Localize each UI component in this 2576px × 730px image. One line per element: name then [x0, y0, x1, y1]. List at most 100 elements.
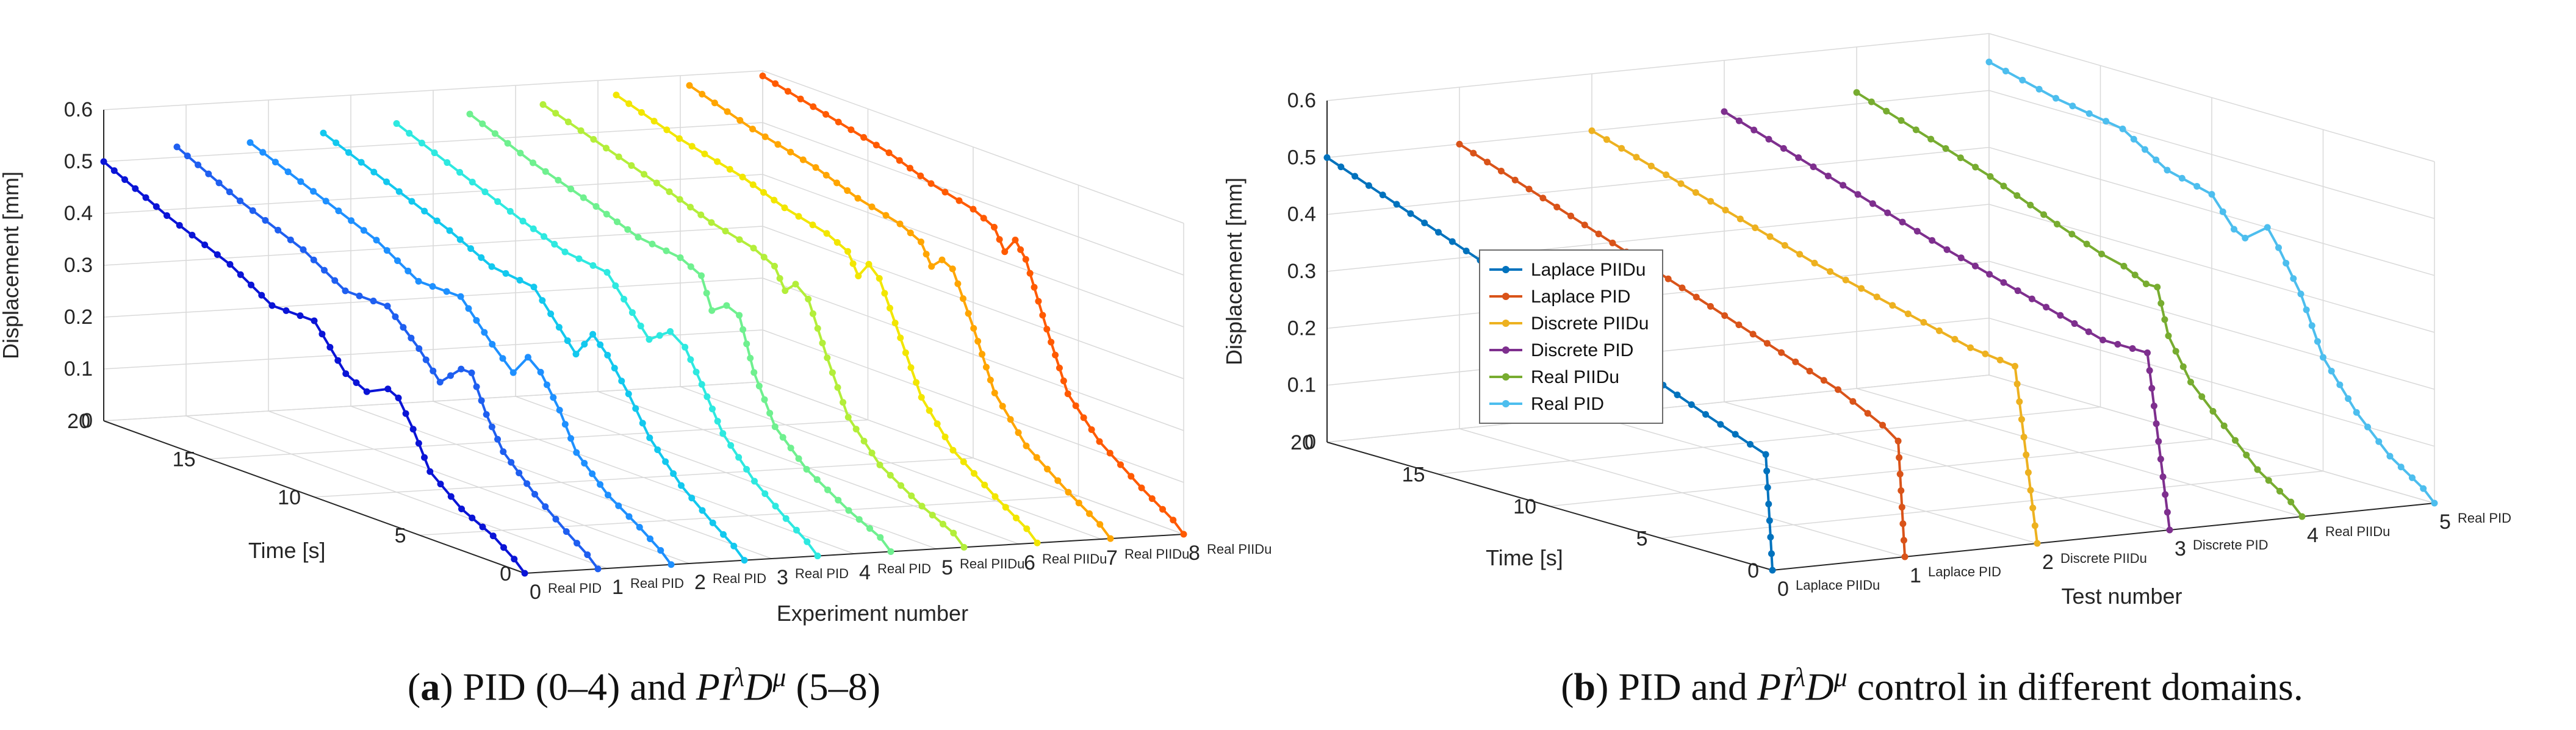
series-point	[2164, 166, 2171, 174]
x-tick-label: 3	[777, 566, 788, 589]
series-point	[882, 212, 890, 219]
x-tick-sublabel: Real PID	[630, 576, 684, 591]
series-point	[550, 394, 557, 401]
series-point	[1002, 504, 1009, 511]
legend-label: Laplace PIIDu	[1531, 260, 1646, 280]
series-point	[531, 490, 538, 498]
series-point	[466, 110, 473, 118]
series-point	[703, 393, 711, 400]
series-point	[2264, 224, 2271, 231]
series-point	[370, 298, 377, 305]
series-point	[814, 324, 821, 332]
series-point	[949, 446, 957, 454]
z-axis-label: Displacement [mm]	[0, 171, 23, 359]
x-tick-label: 2	[694, 571, 706, 594]
x-tick-sublabel: Real PIIDu	[960, 556, 1024, 571]
series-point	[1796, 251, 1804, 258]
series-point	[1448, 238, 1456, 245]
series-point	[639, 420, 646, 427]
series-point	[928, 263, 935, 270]
series-point	[891, 320, 899, 327]
series-point	[860, 437, 868, 445]
grid-line	[1856, 388, 2303, 517]
series-point	[805, 295, 812, 302]
series-point	[1017, 246, 1024, 253]
series-point	[537, 368, 544, 376]
series-point	[258, 292, 265, 299]
series-point	[1749, 331, 1757, 338]
grid-line	[1549, 438, 2212, 507]
series-point	[465, 305, 472, 312]
series-point	[896, 157, 903, 164]
series-point	[2054, 221, 2060, 227]
series-point	[991, 224, 998, 231]
series-point	[699, 90, 706, 98]
series-point	[907, 229, 914, 237]
series-point	[1987, 173, 1994, 180]
series-point	[457, 293, 464, 300]
series-point	[469, 179, 476, 186]
series-point	[353, 379, 360, 386]
series-point	[1148, 495, 1156, 503]
series-point	[991, 389, 998, 396]
series-point	[814, 553, 821, 560]
series-point	[603, 269, 611, 276]
series-point	[342, 370, 350, 378]
caption-b-mu: μ	[1833, 662, 1847, 692]
series-point	[605, 492, 611, 499]
z-tick-label: 0.4	[64, 202, 93, 225]
series-point	[918, 238, 924, 246]
grid-line	[680, 386, 1102, 540]
series-point	[1323, 154, 1331, 161]
series-point	[539, 101, 547, 108]
series-point	[1707, 198, 1714, 205]
series-point	[370, 168, 378, 176]
series-point	[941, 188, 949, 196]
x-tick-label: 4	[859, 561, 871, 584]
grid-line	[1661, 470, 2323, 539]
z-tick-label: 0.1	[64, 357, 93, 381]
series-point	[2308, 322, 2315, 329]
series-point	[782, 515, 790, 522]
series-point	[604, 351, 611, 359]
series-point	[833, 238, 841, 246]
series-point	[2219, 208, 2226, 215]
series-point	[2129, 345, 2136, 352]
series-point	[647, 535, 653, 543]
series-point	[542, 168, 549, 175]
series-point	[1064, 390, 1071, 398]
series-point	[1898, 504, 1905, 511]
series-point	[282, 307, 290, 314]
series-point	[711, 99, 718, 107]
series-point	[2420, 485, 2427, 492]
series-point	[589, 262, 597, 269]
series-point	[1511, 176, 1519, 184]
series-point	[759, 73, 766, 79]
series-point	[581, 459, 588, 467]
series-point	[708, 219, 715, 226]
series-point	[615, 502, 622, 509]
series-point	[409, 426, 417, 433]
series-point	[1853, 89, 1860, 96]
series-point	[237, 271, 244, 278]
series-point	[2024, 469, 2032, 476]
series-point	[481, 188, 489, 196]
series-point	[1022, 256, 1029, 263]
series-point	[2018, 416, 2025, 423]
series-point	[749, 126, 756, 133]
legend-label: Laplace PID	[1531, 287, 1630, 307]
series-point	[1942, 145, 1949, 152]
series-point	[2157, 299, 2165, 307]
legend-label: Discrete PIIDu	[1531, 313, 1649, 334]
series-point	[1869, 200, 1876, 207]
series-point	[2314, 338, 2321, 345]
series-point	[1762, 451, 1769, 458]
series-point	[456, 169, 463, 176]
legend-marker	[1502, 320, 1509, 327]
series-point	[1674, 391, 1681, 398]
series-point	[500, 448, 507, 456]
legend-marker	[1502, 293, 1509, 300]
series-point	[567, 435, 575, 442]
series-point	[564, 118, 572, 126]
series-point	[955, 197, 963, 204]
